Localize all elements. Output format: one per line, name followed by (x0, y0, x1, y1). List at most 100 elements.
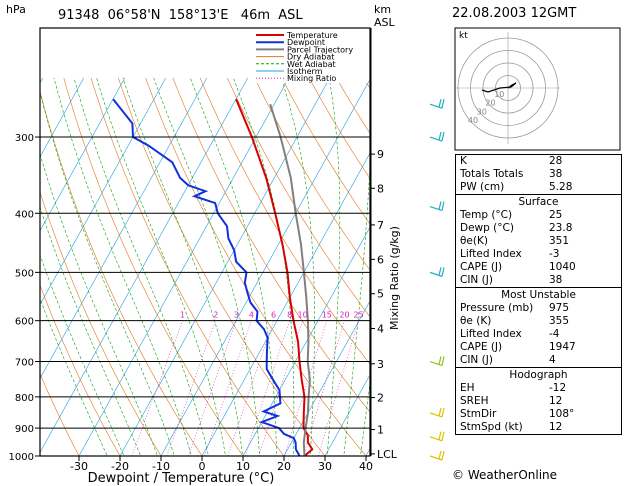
wind-barb-flag (438, 99, 442, 108)
mixing-ratio-axis-label: Mixing Ratio (g/kg) (388, 226, 401, 330)
wet-adiabat-line (40, 206, 141, 456)
series-line-parcel-trajectory (269, 103, 311, 456)
wet-adiabat-line (40, 297, 108, 456)
dry-adiabat-line (227, 77, 370, 318)
km-tick-label: LCL (377, 448, 398, 461)
dry-adiabat-line (63, 77, 244, 456)
wind-barb-staff (429, 412, 443, 418)
legend-label: Mixing Ratio (287, 74, 336, 83)
wind-barb-flag (438, 201, 442, 210)
surface-header: Surface (456, 194, 621, 209)
km-tick-label: 1 (377, 424, 384, 437)
hodograph-ring-label: 30 (477, 107, 487, 116)
station-info: 91348 06°58'N 158°13'E 46m ASL (58, 8, 303, 23)
km-tick-label: 4 (377, 323, 384, 336)
wind-barb-flag (441, 99, 445, 109)
dry-adiabat-line (90, 77, 285, 456)
k-value: 28 (549, 155, 563, 167)
stmspd-label: StmSpd (kt) (460, 421, 523, 433)
wind-barb-staff (429, 136, 443, 142)
asl-label: ASL (374, 16, 396, 29)
pressure-tick-label: 900 (15, 424, 34, 435)
background-lines (0, 77, 370, 469)
x-tick-label: -10 (152, 460, 170, 473)
km-tick-label: 9 (377, 148, 384, 161)
legend-label: Temperature (286, 31, 338, 40)
wet-adiabat-line (326, 77, 341, 456)
sreh-value: 12 (549, 395, 563, 407)
hodograph-unit-label: kt (459, 31, 468, 41)
isotherm-line (0, 78, 2, 469)
surface-cin-value: 38 (549, 274, 563, 286)
wind-barb-flag (438, 407, 442, 417)
mixing-ratio-value: 3 (234, 311, 239, 320)
wind-barb-flag (438, 267, 442, 276)
pressure-tick-label: 300 (15, 133, 34, 144)
x-tick-label: 40 (359, 460, 373, 473)
wet-adiabat-line (40, 253, 125, 456)
wet-adiabat-line (233, 77, 295, 456)
km-tick-label: 8 (377, 182, 384, 195)
wind-barb-staff (429, 271, 443, 277)
surface-thetae-value: 351 (549, 235, 570, 247)
surface-temp-label: Temp (°C) (460, 209, 513, 221)
wet-adiabat-line (153, 77, 260, 456)
legend-label: Dewpoint (287, 38, 325, 47)
dry-adiabat-line (199, 77, 370, 365)
wind-barb-flag (441, 267, 445, 277)
wind-barb-flag (438, 450, 442, 460)
wet-adiabat-line (96, 77, 226, 456)
mu-thetae-value: 355 (549, 315, 570, 327)
hodograph-ring-label: 20 (485, 99, 495, 108)
mu-li-label: Lifted Index (460, 328, 522, 340)
wind-barb-staff (429, 103, 443, 109)
most-unstable-header: Most Unstable (456, 287, 621, 302)
stmspd-value: 12 (549, 421, 563, 433)
surface-thetae-label: θe(K) (460, 235, 488, 247)
legend-label: Isotherm (287, 67, 323, 76)
mixing-ratio-value: 20 (339, 311, 349, 320)
hodograph-table-header: Hodograph (456, 367, 621, 382)
pressure-tick-label: 800 (15, 393, 34, 404)
km-axis: 1 2 3 4 5 6 7 8 9 LCL (370, 28, 398, 461)
km-tick-label: 2 (377, 392, 384, 405)
wet-adiabat-line (73, 77, 209, 456)
pressure-tick-label: 1000 (9, 452, 34, 463)
km-tick-label: 3 (377, 358, 384, 371)
isotherm-line (40, 77, 167, 306)
wind-barb-flag (438, 356, 442, 365)
profile-lines (112, 98, 314, 456)
wet-adiabat-line (360, 380, 370, 456)
x-tick-label: 20 (277, 460, 291, 473)
isotherm-line (78, 77, 290, 456)
pressure-tick-label: 600 (15, 317, 34, 328)
dry-adiabat-line (40, 284, 121, 456)
surface-dewp-value: 23.8 (549, 222, 573, 234)
legend-label: Dry Adiabat (287, 53, 334, 62)
pw-label: PW (cm) (460, 181, 505, 193)
surface-cape-label: CAPE (J) (460, 261, 503, 273)
date-label: 22.08.2003 12GMT (452, 6, 577, 21)
tt-label: Totals Totals (460, 168, 524, 180)
stmdir-value: 108° (549, 408, 575, 420)
wet-adiabat-line (343, 154, 370, 456)
hodograph-ring-label: 40 (468, 116, 478, 125)
isotherm-line (40, 77, 126, 232)
wet-adiabat-line (190, 77, 277, 456)
mu-pressure-value: 975 (549, 302, 570, 314)
wind-barb-staff (429, 205, 443, 212)
isotherm-line (160, 78, 370, 456)
mu-cape-label: CAPE (J) (460, 341, 503, 353)
wind-barb-flag (441, 356, 445, 366)
x-tick-label: -20 (111, 460, 129, 473)
mixing-ratio-value: 10 (298, 311, 308, 320)
mu-cape-value: 1947 (549, 341, 576, 353)
legend-label: Parcel Trajectory (287, 45, 353, 54)
brand-label: © WeatherOnline (452, 468, 558, 482)
mixing-ratio-value: 15 (322, 311, 332, 320)
dry-adiabat-line (254, 77, 370, 271)
wind-barb-flag (441, 201, 445, 211)
